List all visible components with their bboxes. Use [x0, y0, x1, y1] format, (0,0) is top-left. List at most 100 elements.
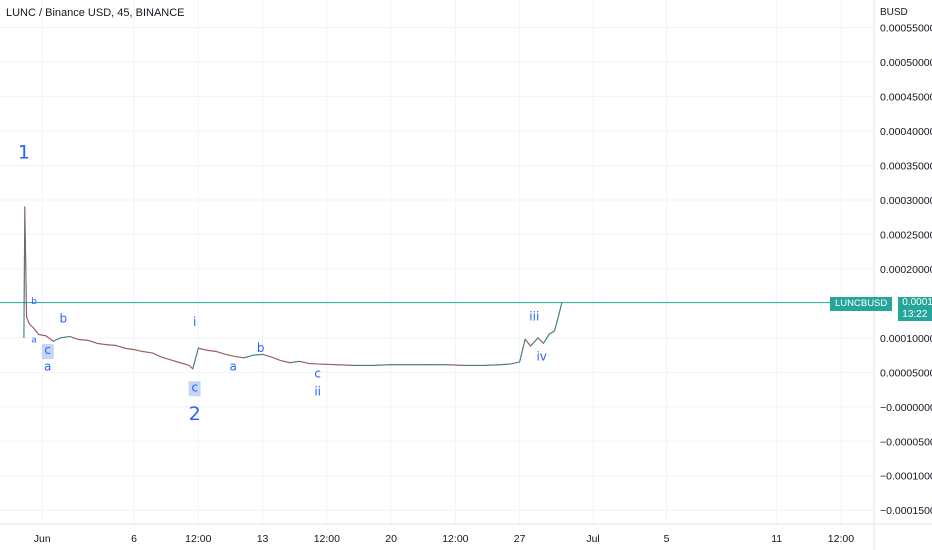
down-segment: [271, 356, 282, 362]
y-tick-label: −0.00010000: [880, 471, 932, 483]
up-segment: [543, 334, 550, 344]
up-segment: [510, 361, 520, 365]
down-segment: [87, 339, 98, 344]
down-segment: [216, 351, 226, 355]
down-segment: [38, 333, 46, 337]
up-segment: [23, 206, 26, 338]
down-segment: [170, 359, 181, 364]
down-segment: [133, 349, 144, 353]
down-segment: [161, 356, 171, 361]
time-axis[interactable]: Jun 6 12:00 13 12:00 20 12:00 27 Jul 5 11 12:00: [34, 533, 854, 545]
down-segment: [152, 352, 162, 358]
down-segment: [32, 327, 39, 335]
y-tick-label: 0.00005000: [880, 367, 932, 379]
down-segment: [143, 351, 153, 354]
down-segment: [106, 344, 116, 346]
price-badge-price: 0.00015109: [902, 297, 932, 308]
down-segment: [97, 342, 107, 346]
symbol-title[interactable]: LUNC / Binance USD, 45, BINANCE: [6, 7, 185, 19]
x-tick-label: 11: [771, 533, 782, 545]
wave-label: a: [31, 335, 37, 345]
down-segment: [198, 347, 208, 351]
up-segment: [60, 336, 70, 339]
up-segment: [501, 363, 511, 366]
down-segment: [308, 362, 318, 365]
up-segment: [53, 337, 61, 342]
x-tick-label: 12:00: [828, 533, 854, 545]
x-tick-label: Jun: [34, 533, 51, 545]
down-segment: [115, 344, 125, 349]
down-segment: [225, 353, 236, 357]
x-tick-label: 6: [131, 533, 137, 545]
grid-lines: [0, 0, 874, 524]
up-segment: [244, 354, 254, 359]
up-segment: [554, 317, 559, 332]
wave-label: ii: [314, 384, 321, 398]
wave-label: i: [193, 315, 196, 329]
up-segment: [557, 302, 563, 318]
x-tick-label: Jul: [586, 533, 599, 545]
x-tick-label: 12:00: [314, 533, 340, 545]
down-segment: [29, 323, 34, 328]
x-tick-label: 12:00: [185, 533, 211, 545]
wave-label: a: [230, 360, 237, 374]
wave-label: b: [31, 297, 37, 307]
up-segment: [548, 330, 555, 335]
up-segment: [290, 360, 300, 364]
down-segment: [280, 360, 291, 364]
y-tick-label: 0.00025000: [880, 229, 932, 241]
x-tick-label: 20: [385, 533, 397, 545]
price-series: [23, 206, 563, 370]
y-tick-label: 0.00030000: [880, 195, 932, 207]
x-tick-label: 5: [664, 533, 670, 545]
down-segment: [262, 353, 272, 358]
wave-label: c: [191, 380, 198, 394]
up-segment: [192, 348, 199, 369]
currency-unit-label: BUSD: [880, 7, 908, 18]
wave-label: c: [44, 343, 51, 357]
down-segment: [446, 364, 465, 366]
y-tick-label: 0.00040000: [880, 126, 932, 138]
wave-label: a: [44, 360, 51, 374]
y-tick-label: 0.00035000: [880, 160, 932, 172]
y-tick-label: 0.00045000: [880, 92, 932, 104]
down-segment: [207, 349, 217, 353]
price-badge-value-box: 0.00015109 13:22: [898, 297, 932, 321]
y-tick-label: 0.00055000: [880, 23, 932, 35]
price-badge-symbol: LUNCBUSD: [830, 297, 893, 311]
y-tick-label: −0.00005000: [880, 436, 932, 448]
wave-label: 2: [189, 403, 201, 425]
down-segment: [69, 336, 80, 340]
down-segment: [524, 338, 531, 347]
wave-label: iii: [529, 310, 539, 324]
up-segment: [530, 337, 539, 347]
x-tick-label: 27: [514, 533, 526, 545]
y-tick-label: −0.00015000: [880, 505, 932, 517]
y-tick-label: 0.00010000: [880, 333, 932, 345]
y-tick-label: 0.00020000: [880, 264, 932, 276]
down-segment: [299, 360, 309, 364]
up-segment: [519, 339, 526, 363]
down-segment: [124, 347, 135, 351]
down-segment: [24, 206, 28, 318]
down-segment: [179, 362, 190, 366]
price-axis[interactable]: 0.00055000 0.00050000 0.00045000 0.00040000…: [880, 23, 932, 518]
down-segment: [78, 339, 89, 341]
down-segment: [335, 364, 355, 366]
down-segment: [537, 337, 544, 344]
wave-label-highlight: [188, 381, 201, 397]
y-tick-label: 0.00050000: [880, 57, 932, 69]
down-segment: [188, 365, 194, 370]
up-segment: [253, 353, 263, 356]
up-segment: [372, 364, 392, 366]
wave-label: iv: [536, 349, 546, 363]
wave-label-highlight: [41, 344, 54, 360]
current-price-badge: LUNCBUSD 0.00015109 13:22: [830, 297, 932, 321]
up-segment: [482, 364, 502, 366]
down-segment: [26, 316, 30, 325]
x-tick-label: 13: [257, 533, 269, 545]
x-tick-label: 12:00: [442, 533, 468, 545]
down-segment: [234, 356, 245, 359]
